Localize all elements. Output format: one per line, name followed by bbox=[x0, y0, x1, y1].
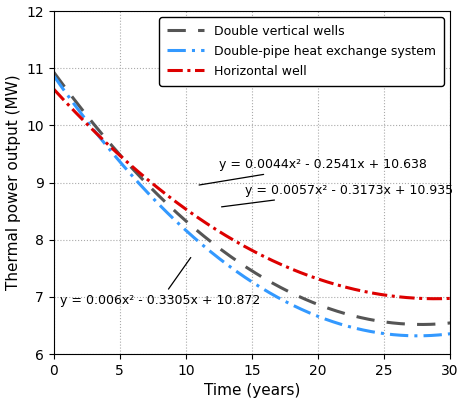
Double-pipe heat exchange system bbox=[51, 73, 56, 78]
Horizontal well bbox=[367, 290, 373, 295]
Text: y = 0.0057x² - 0.3173x + 10.935: y = 0.0057x² - 0.3173x + 10.935 bbox=[221, 184, 453, 207]
Line: Double vertical wells: Double vertical wells bbox=[54, 72, 450, 324]
Horizontal well bbox=[91, 128, 97, 133]
Horizontal well bbox=[211, 226, 217, 231]
Double-pipe heat exchange system bbox=[323, 317, 329, 322]
Line: Double-pipe heat exchange system: Double-pipe heat exchange system bbox=[54, 76, 450, 336]
Double vertical wells bbox=[51, 69, 56, 74]
Double vertical wells bbox=[226, 252, 231, 257]
Double vertical wells bbox=[447, 320, 453, 325]
Double vertical wells bbox=[419, 322, 424, 327]
Horizontal well bbox=[360, 289, 365, 294]
Double-pipe heat exchange system bbox=[211, 252, 217, 257]
Double vertical wells bbox=[91, 122, 97, 127]
Text: y = 0.006x² - 0.3305x + 10.872: y = 0.006x² - 0.3305x + 10.872 bbox=[60, 257, 260, 307]
Horizontal well bbox=[447, 296, 453, 301]
X-axis label: Time (years): Time (years) bbox=[204, 383, 300, 398]
Double-pipe heat exchange system bbox=[360, 328, 365, 332]
Double vertical wells bbox=[367, 317, 373, 322]
Horizontal well bbox=[226, 235, 231, 240]
Horizontal well bbox=[323, 279, 329, 284]
Horizontal well bbox=[51, 86, 56, 91]
Double-pipe heat exchange system bbox=[367, 329, 373, 334]
Double-pipe heat exchange system bbox=[226, 263, 231, 268]
Legend: Double vertical wells, Double-pipe heat exchange system, Horizontal well: Double vertical wells, Double-pipe heat … bbox=[159, 17, 444, 86]
Text: y = 0.0044x² - 0.2541x + 10.638: y = 0.0044x² - 0.2541x + 10.638 bbox=[199, 158, 427, 185]
Double vertical wells bbox=[211, 242, 217, 246]
Double-pipe heat exchange system bbox=[447, 331, 453, 336]
Double-pipe heat exchange system bbox=[91, 128, 97, 133]
Horizontal well bbox=[433, 296, 438, 301]
Line: Horizontal well: Horizontal well bbox=[54, 89, 450, 299]
Double vertical wells bbox=[323, 305, 329, 310]
Double vertical wells bbox=[360, 316, 365, 320]
Y-axis label: Thermal power output (MW): Thermal power output (MW) bbox=[6, 75, 20, 290]
Double-pipe heat exchange system bbox=[415, 333, 420, 338]
